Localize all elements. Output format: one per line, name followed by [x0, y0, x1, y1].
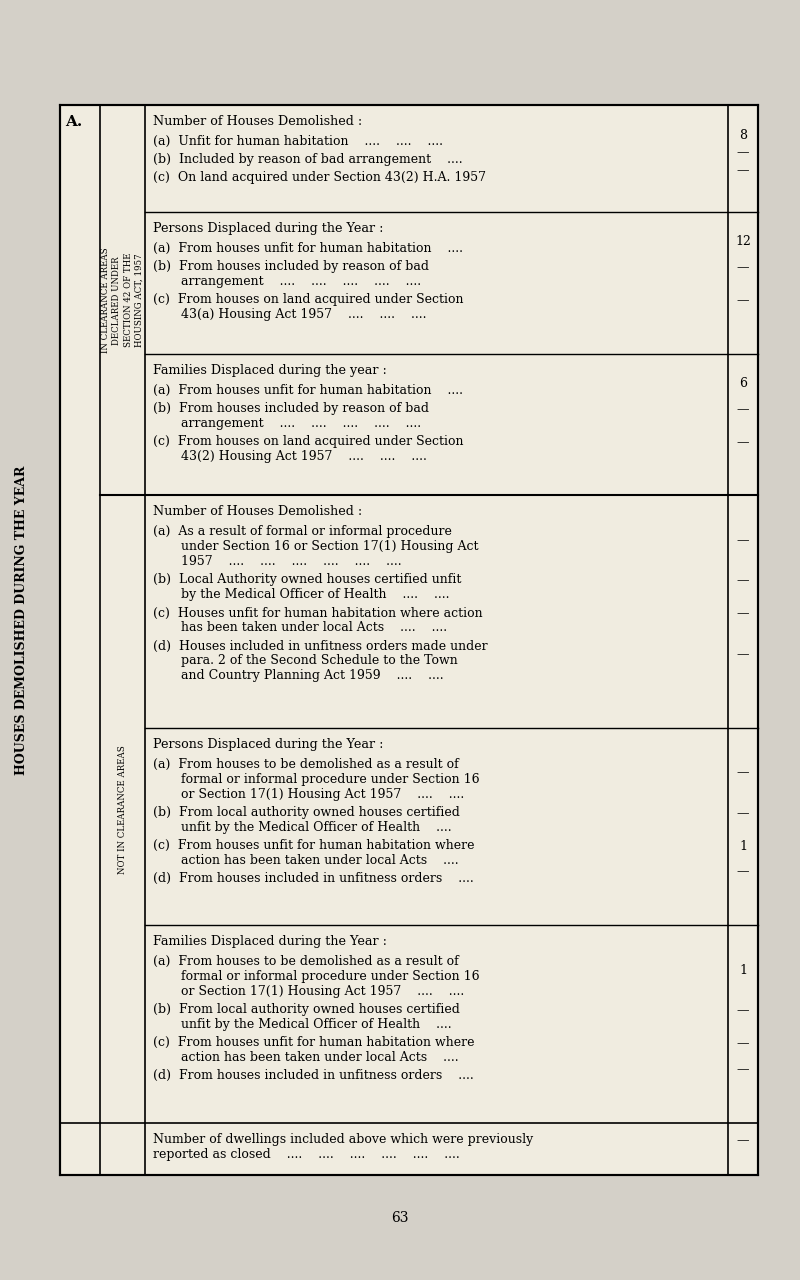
Text: —: —	[737, 1038, 750, 1051]
Text: by the Medical Officer of Health    ....    ....: by the Medical Officer of Health .... ..…	[153, 589, 450, 602]
Text: Number of Houses Demolished :: Number of Houses Demolished :	[153, 506, 362, 518]
Text: formal or informal procedure under Section 16: formal or informal procedure under Secti…	[153, 773, 480, 786]
Text: —: —	[737, 165, 750, 178]
Text: action has been taken under local Acts    ....: action has been taken under local Acts .…	[153, 854, 458, 867]
Text: 1957    ....    ....    ....    ....    ....    ....: 1957 .... .... .... .... .... ....	[153, 556, 402, 568]
Text: 6: 6	[739, 378, 747, 390]
Text: (b)  Included by reason of bad arrangement    ....: (b) Included by reason of bad arrangemen…	[153, 154, 462, 166]
Text: action has been taken under local Acts    ....: action has been taken under local Acts .…	[153, 1051, 458, 1065]
Text: Families Displaced during the year :: Families Displaced during the year :	[153, 364, 387, 376]
Text: 43(2) Housing Act 1957    ....    ....    ....: 43(2) Housing Act 1957 .... .... ....	[153, 449, 427, 462]
Text: para. 2 of the Second Schedule to the Town: para. 2 of the Second Schedule to the To…	[153, 654, 458, 667]
Bar	[60, 105, 758, 1175]
Text: A.: A.	[65, 115, 82, 129]
Text: (b)  From houses included by reason of bad: (b) From houses included by reason of ba…	[153, 260, 429, 273]
Text: 8: 8	[739, 128, 747, 142]
Text: (d)  From houses included in unfitness orders    ....: (d) From houses included in unfitness or…	[153, 872, 474, 884]
Text: arrangement    ....    ....    ....    ....    ....: arrangement .... .... .... .... ....	[153, 275, 421, 288]
Text: —: —	[737, 294, 750, 307]
Text: —: —	[737, 261, 750, 274]
Text: (c)  From houses unfit for human habitation where: (c) From houses unfit for human habitati…	[153, 1037, 474, 1050]
Text: —: —	[737, 1062, 750, 1076]
Text: or Section 17(1) Housing Act 1957    ....    ....: or Section 17(1) Housing Act 1957 .... .…	[153, 788, 464, 801]
Text: 43(a) Housing Act 1957    ....    ....    ....: 43(a) Housing Act 1957 .... .... ....	[153, 308, 426, 321]
Text: has been taken under local Acts    ....    ....: has been taken under local Acts .... ...…	[153, 622, 447, 635]
Text: (a)  As a result of formal or informal procedure: (a) As a result of formal or informal pr…	[153, 526, 452, 539]
Text: Persons Displaced during the Year :: Persons Displaced during the Year :	[153, 737, 383, 751]
Text: —: —	[737, 146, 750, 160]
Text: (b)  From houses included by reason of bad: (b) From houses included by reason of ba…	[153, 402, 429, 415]
Text: —: —	[737, 806, 750, 820]
Text: —: —	[737, 1005, 750, 1018]
Text: (a)  From houses unfit for human habitation    ....: (a) From houses unfit for human habitati…	[153, 242, 463, 255]
Text: and Country Planning Act 1959    ....    ....: and Country Planning Act 1959 .... ....	[153, 669, 444, 682]
Text: —: —	[737, 865, 750, 878]
Text: (a)  From houses to be demolished as a result of: (a) From houses to be demolished as a re…	[153, 955, 458, 969]
Text: —: —	[737, 1134, 750, 1147]
Text: —: —	[737, 534, 750, 547]
Text: Families Displaced during the Year :: Families Displaced during the Year :	[153, 936, 387, 948]
Text: 1: 1	[739, 964, 747, 977]
Text: IN CLEARANCE AREAS
DECLARED UNDER
SECTION 42 OF THE
HOUSING ACT, 1957: IN CLEARANCE AREAS DECLARED UNDER SECTIO…	[102, 247, 144, 353]
Text: (d)  Houses included in unfitness orders made under: (d) Houses included in unfitness orders …	[153, 640, 488, 653]
Text: (c)  From houses on land acquired under Section: (c) From houses on land acquired under S…	[153, 435, 463, 448]
Text: unfit by the Medical Officer of Health    ....: unfit by the Medical Officer of Health .…	[153, 1019, 452, 1032]
Text: 63: 63	[391, 1211, 409, 1225]
Text: 1: 1	[739, 840, 747, 852]
Text: (c)  From houses on land acquired under Section: (c) From houses on land acquired under S…	[153, 293, 463, 306]
Text: —: —	[737, 767, 750, 780]
Text: reported as closed    ....    ....    ....    ....    ....    ....: reported as closed .... .... .... .... .…	[153, 1148, 460, 1161]
Text: (a)  From houses unfit for human habitation    ....: (a) From houses unfit for human habitati…	[153, 384, 463, 397]
Text: Persons Displaced during the Year :: Persons Displaced during the Year :	[153, 221, 383, 236]
Text: (b)  From local authority owned houses certified: (b) From local authority owned houses ce…	[153, 806, 460, 819]
Text: arrangement    ....    ....    ....    ....    ....: arrangement .... .... .... .... ....	[153, 417, 421, 430]
Text: under Section 16 or Section 17(1) Housing Act: under Section 16 or Section 17(1) Housin…	[153, 540, 478, 553]
Text: unfit by the Medical Officer of Health    ....: unfit by the Medical Officer of Health .…	[153, 820, 452, 833]
Text: 12: 12	[735, 236, 751, 248]
Text: or Section 17(1) Housing Act 1957    ....    ....: or Section 17(1) Housing Act 1957 .... .…	[153, 986, 464, 998]
Text: Number of Houses Demolished :: Number of Houses Demolished :	[153, 115, 362, 128]
Text: formal or informal procedure under Section 16: formal or informal procedure under Secti…	[153, 970, 480, 983]
Text: (c)  Houses unfit for human habitation where action: (c) Houses unfit for human habitation wh…	[153, 607, 482, 620]
Text: (a)  Unfit for human habitation    ....    ....    ....: (a) Unfit for human habitation .... ....…	[153, 134, 443, 148]
Text: (c)  On land acquired under Section 43(2) H.A. 1957: (c) On land acquired under Section 43(2)…	[153, 172, 486, 184]
Text: —: —	[737, 608, 750, 621]
Text: NOT IN CLEARANCE AREAS: NOT IN CLEARANCE AREAS	[118, 745, 127, 874]
Text: (d)  From houses included in unfitness orders    ....: (d) From houses included in unfitness or…	[153, 1070, 474, 1083]
Text: —: —	[737, 435, 750, 449]
Text: —: —	[737, 648, 750, 660]
Text: Number of dwellings included above which were previously: Number of dwellings included above which…	[153, 1133, 534, 1146]
Text: —: —	[737, 403, 750, 416]
Text: (b)  From local authority owned houses certified: (b) From local authority owned houses ce…	[153, 1004, 460, 1016]
Text: (c)  From houses unfit for human habitation where: (c) From houses unfit for human habitati…	[153, 838, 474, 852]
Text: —: —	[737, 575, 750, 588]
Text: (a)  From houses to be demolished as a result of: (a) From houses to be demolished as a re…	[153, 758, 458, 771]
Text: HOUSES DEMOLISHED DURING THE YEAR: HOUSES DEMOLISHED DURING THE YEAR	[15, 466, 29, 774]
Text: (b)  Local Authority owned houses certified unfit: (b) Local Authority owned houses certifi…	[153, 573, 462, 586]
